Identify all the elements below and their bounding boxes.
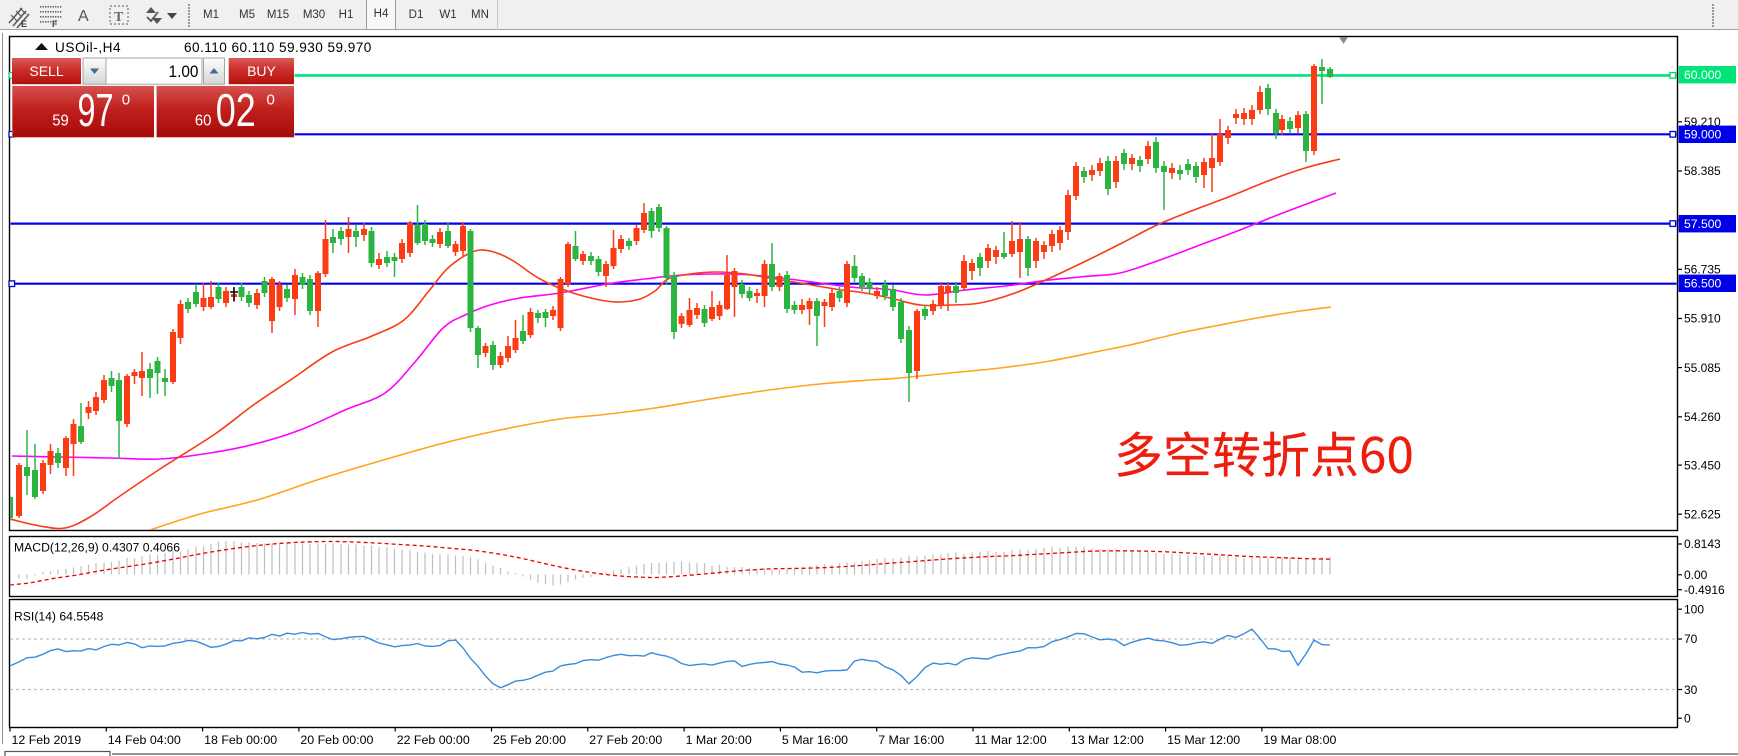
svg-text:55.085: 55.085: [1684, 361, 1721, 375]
svg-text:20 Feb 00:00: 20 Feb 00:00: [300, 733, 373, 747]
svg-text:-0.4916: -0.4916: [1684, 583, 1725, 597]
svg-text:59.000: 59.000: [1684, 128, 1721, 142]
svg-text:02: 02: [216, 84, 256, 136]
svg-text:59.210: 59.210: [1684, 115, 1721, 129]
svg-text:5 Mar 16:00: 5 Mar 16:00: [782, 733, 848, 747]
svg-text:25 Feb 20:00: 25 Feb 20:00: [493, 733, 566, 747]
svg-text:USOil-,H4: USOil-,H4: [55, 40, 121, 55]
svg-text:RSI(14) 64.5548: RSI(14) 64.5548: [14, 610, 104, 624]
svg-text:BUY: BUY: [247, 63, 276, 79]
svg-text:58.385: 58.385: [1684, 164, 1721, 178]
svg-text:60: 60: [195, 113, 212, 130]
svg-text:56.735: 56.735: [1684, 262, 1721, 276]
svg-text:MACD(12,26,9) 0.4307 0.4066: MACD(12,26,9) 0.4307 0.4066: [14, 541, 180, 555]
svg-text:54.260: 54.260: [1684, 410, 1721, 424]
svg-text:F: F: [52, 19, 58, 29]
svg-text:0: 0: [122, 91, 130, 108]
svg-text:53.450: 53.450: [1684, 458, 1721, 472]
svg-text:59: 59: [52, 113, 69, 130]
svg-text:14 Feb 04:00: 14 Feb 04:00: [108, 733, 181, 747]
svg-text:18 Feb 00:00: 18 Feb 00:00: [204, 733, 277, 747]
svg-text:13 Mar 12:00: 13 Mar 12:00: [1071, 733, 1144, 747]
svg-text:SELL: SELL: [29, 63, 63, 79]
svg-text:0: 0: [1684, 711, 1691, 725]
svg-text:A: A: [78, 8, 89, 25]
svg-text:12 Feb 2019: 12 Feb 2019: [12, 733, 82, 747]
svg-text:11 Mar 12:00: 11 Mar 12:00: [975, 733, 1047, 747]
svg-text:30: 30: [1684, 683, 1698, 697]
svg-text:100: 100: [1684, 602, 1704, 616]
svg-text:55.910: 55.910: [1684, 312, 1721, 326]
svg-text:1.00: 1.00: [169, 63, 199, 81]
svg-text:22 Feb 00:00: 22 Feb 00:00: [397, 733, 470, 747]
svg-text:70: 70: [1684, 632, 1698, 646]
svg-text:57.500: 57.500: [1684, 217, 1721, 231]
svg-text:1 Mar 20:00: 1 Mar 20:00: [686, 733, 752, 747]
svg-text:7 Mar 16:00: 7 Mar 16:00: [878, 733, 944, 747]
svg-text:T: T: [114, 10, 124, 25]
svg-text:56.500: 56.500: [1684, 277, 1721, 291]
svg-text:0.8143: 0.8143: [1684, 537, 1721, 551]
svg-text:19 Mar 08:00: 19 Mar 08:00: [1263, 733, 1336, 747]
svg-text:15 Mar 12:00: 15 Mar 12:00: [1167, 733, 1240, 747]
svg-text:E: E: [21, 19, 27, 29]
svg-text:60.110 60.110 59.930 59.970: 60.110 60.110 59.930 59.970: [184, 40, 372, 55]
svg-text:0: 0: [267, 91, 275, 108]
svg-text:52.625: 52.625: [1684, 507, 1721, 521]
svg-text:27 Feb 20:00: 27 Feb 20:00: [589, 733, 662, 747]
svg-text:0.00: 0.00: [1684, 568, 1708, 582]
svg-text:60.000: 60.000: [1684, 68, 1721, 82]
svg-text:97: 97: [78, 84, 114, 136]
